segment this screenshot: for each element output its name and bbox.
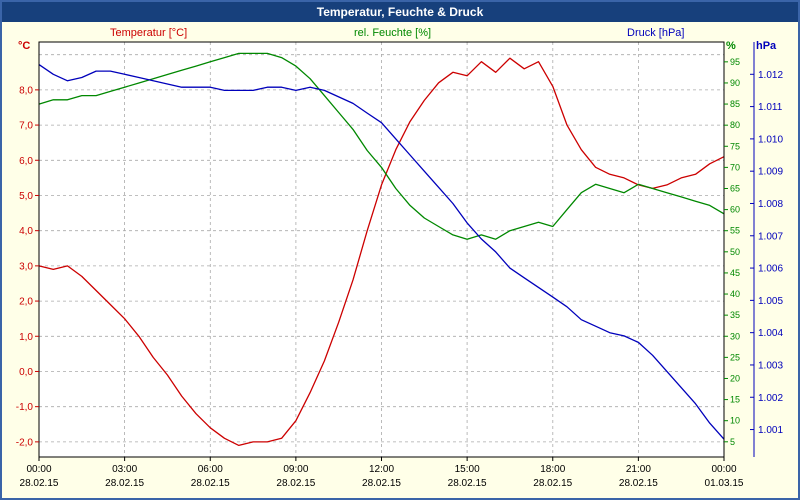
pressure-tick-label: 1.007 xyxy=(758,231,783,242)
x-tick-date-label: 28.02.15 xyxy=(533,478,572,489)
legend-pressure-label: Druck [hPa] xyxy=(627,27,685,39)
pressure-tick-label: 1.011 xyxy=(758,102,783,113)
page-title: Temperatur, Feuchte & Druck xyxy=(316,5,484,19)
unit-percent-label: % xyxy=(726,40,736,52)
x-tick-date-label: 28.02.15 xyxy=(105,478,144,489)
pressure-tick-label: 1.006 xyxy=(758,264,783,275)
series-line-1 xyxy=(38,52,725,240)
x-tick-time-label: 00:00 xyxy=(711,464,736,475)
humidity-tick-label: 90 xyxy=(730,78,740,88)
x-tick-date-label: 28.02.15 xyxy=(448,478,487,489)
humidity-tick-label: 5 xyxy=(730,437,735,447)
temp-tick-label: 4,0 xyxy=(19,226,33,237)
x-tick-time-label: 03:00 xyxy=(112,464,137,475)
humidity-tick-label: 75 xyxy=(730,141,740,151)
pressure-tick-label: 1.008 xyxy=(758,199,783,210)
x-tick-date-label: 28.02.15 xyxy=(362,478,401,489)
humidity-tick-label: 35 xyxy=(730,310,740,320)
humidity-tick-label: 70 xyxy=(730,162,740,172)
humidity-tick-label: 45 xyxy=(730,268,740,278)
x-tick-time-label: 15:00 xyxy=(455,464,480,475)
humidity-tick-label: 30 xyxy=(730,331,740,341)
humidity-tick-label: 65 xyxy=(730,183,740,193)
x-tick-date-label: 01.03.15 xyxy=(705,478,744,489)
humidity-tick-label: 50 xyxy=(730,247,740,257)
humidity-tick-label: 80 xyxy=(730,120,740,130)
pressure-tick-label: 1.004 xyxy=(758,328,783,339)
x-tick-time-label: 09:00 xyxy=(283,464,308,475)
temp-tick-label: -2,0 xyxy=(16,437,34,448)
title-bar: Temperatur, Feuchte & Druck xyxy=(2,2,798,22)
humidity-tick-label: 20 xyxy=(730,373,740,383)
humidity-tick-label: 60 xyxy=(730,205,740,215)
pressure-tick-label: 1.010 xyxy=(758,134,783,145)
temp-tick-label: 6,0 xyxy=(19,156,33,167)
x-tick-time-label: 18:00 xyxy=(540,464,565,475)
temp-tick-label: 3,0 xyxy=(19,261,33,272)
legend-temperature-label: Temperatur [°C] xyxy=(110,27,188,39)
pressure-tick-label: 1.003 xyxy=(758,360,783,371)
humidity-tick-label: 25 xyxy=(730,352,740,362)
humidity-tick-label: 85 xyxy=(730,99,740,109)
unit-celsius-label: °C xyxy=(18,40,31,52)
x-tick-time-label: 06:00 xyxy=(198,464,223,475)
humidity-tick-label: 10 xyxy=(730,416,740,426)
legend-humidity-label: rel. Feuchte [%] xyxy=(354,27,432,39)
temp-tick-label: 7,0 xyxy=(19,121,33,132)
x-tick-date-label: 28.02.15 xyxy=(619,478,658,489)
temp-tick-label: -1,0 xyxy=(16,402,34,413)
unit-hpa-label: hPa xyxy=(756,40,777,52)
x-tick-date-label: 28.02.15 xyxy=(191,478,230,489)
x-tick-date-label: 28.02.15 xyxy=(20,478,59,489)
pressure-tick-label: 1.002 xyxy=(758,393,783,404)
pressure-tick-label: 1.012 xyxy=(758,70,783,81)
pressure-tick-label: 1.001 xyxy=(758,425,783,436)
pressure-tick-label: 1.009 xyxy=(758,167,783,178)
x-tick-time-label: 12:00 xyxy=(369,464,394,475)
humidity-tick-label: 15 xyxy=(730,395,740,405)
series-line-2 xyxy=(38,64,725,440)
pressure-tick-label: 1.005 xyxy=(758,296,783,307)
x-tick-time-label: 00:00 xyxy=(26,464,51,475)
temp-tick-label: 5,0 xyxy=(19,191,33,202)
plot-area xyxy=(39,42,724,457)
humidity-tick-label: 55 xyxy=(730,226,740,236)
temp-tick-label: 8,0 xyxy=(19,85,33,96)
humidity-tick-label: 40 xyxy=(730,289,740,299)
x-tick-date-label: 28.02.15 xyxy=(276,478,315,489)
series-line-0 xyxy=(38,57,725,447)
x-tick-time-label: 21:00 xyxy=(626,464,651,475)
temp-tick-label: 0,0 xyxy=(19,367,33,378)
temp-tick-label: 2,0 xyxy=(19,297,33,308)
temp-tick-label: 1,0 xyxy=(19,332,33,343)
humidity-tick-label: 95 xyxy=(730,57,740,67)
